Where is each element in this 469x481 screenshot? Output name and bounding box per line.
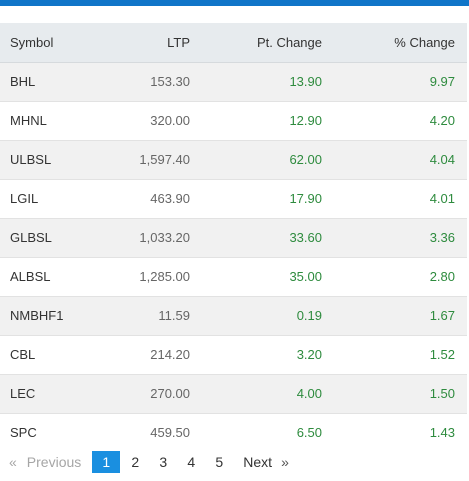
page-link-3[interactable]: 3 [159, 454, 168, 470]
pct-change-cell: 1.43 [332, 412, 467, 452]
table-row[interactable]: NMBHF1 11.59 0.19 1.67 [0, 295, 467, 335]
pct-change-cell: 4.20 [332, 100, 467, 140]
column-header-symbol[interactable]: Symbol [0, 23, 100, 63]
pct-change-cell: 9.97 [332, 61, 467, 101]
column-header-ltp[interactable]: LTP [100, 23, 200, 63]
top-gainers-table: Symbol LTP Pt. Change % Change BHL 153.3… [0, 23, 467, 452]
ltp-cell: 1,033.20 [100, 217, 200, 257]
pct-change-cell: 2.80 [332, 256, 467, 296]
previous-arrow-icon[interactable]: « [9, 454, 17, 470]
column-header-pct-change[interactable]: % Change [332, 23, 467, 63]
pt-change-cell: 17.90 [200, 178, 332, 218]
pct-change-cell: 4.01 [332, 178, 467, 218]
next-page-link[interactable]: Next [243, 454, 273, 470]
symbol-cell[interactable]: BHL [0, 61, 100, 101]
table-row[interactable]: GLBSL 1,033.20 33.60 3.36 [0, 217, 467, 257]
table-row[interactable]: LGIL 463.90 17.90 4.01 [0, 178, 467, 218]
ltp-cell: 214.20 [100, 334, 200, 374]
table-row[interactable]: SPC 459.50 6.50 1.43 [0, 412, 467, 452]
symbol-cell[interactable]: LGIL [0, 178, 100, 218]
pt-change-cell: 13.90 [200, 61, 332, 101]
pt-change-cell: 35.00 [200, 256, 332, 296]
pt-change-cell: 12.90 [200, 100, 332, 140]
table-row[interactable]: LEC 270.00 4.00 1.50 [0, 373, 467, 413]
page-link-4[interactable]: 4 [187, 454, 196, 470]
pt-change-cell: 6.50 [200, 412, 332, 452]
ltp-cell: 1,285.00 [100, 256, 200, 296]
table-row[interactable]: ALBSL 1,285.00 35.00 2.80 [0, 256, 467, 296]
pct-change-cell: 3.36 [332, 217, 467, 257]
next-arrow-icon[interactable]: » [281, 454, 289, 470]
symbol-cell[interactable]: NMBHF1 [0, 295, 100, 335]
page-link-2[interactable]: 2 [131, 454, 140, 470]
symbol-cell[interactable]: ULBSL [0, 139, 100, 179]
ltp-cell: 153.30 [100, 61, 200, 101]
ltp-cell: 270.00 [100, 373, 200, 413]
pt-change-cell: 62.00 [200, 139, 332, 179]
symbol-cell[interactable]: MHNL [0, 100, 100, 140]
table-row[interactable]: MHNL 320.00 12.90 4.20 [0, 100, 467, 140]
table-row[interactable]: CBL 214.20 3.20 1.52 [0, 334, 467, 374]
symbol-cell[interactable]: LEC [0, 373, 100, 413]
page-link-1[interactable]: 1 [92, 451, 121, 473]
top-accent-bar [0, 0, 469, 6]
pt-change-cell: 3.20 [200, 334, 332, 374]
ltp-cell: 11.59 [100, 295, 200, 335]
ltp-cell: 459.50 [100, 412, 200, 452]
pt-change-cell: 4.00 [200, 373, 332, 413]
column-header-pt-change[interactable]: Pt. Change [200, 23, 332, 63]
pct-change-cell: 1.52 [332, 334, 467, 374]
table-row[interactable]: BHL 153.30 13.90 9.97 [0, 61, 467, 101]
symbol-cell[interactable]: SPC [0, 412, 100, 452]
pct-change-cell: 1.50 [332, 373, 467, 413]
symbol-cell[interactable]: ALBSL [0, 256, 100, 296]
pct-change-cell: 1.67 [332, 295, 467, 335]
pt-change-cell: 33.60 [200, 217, 332, 257]
page-link-5[interactable]: 5 [215, 454, 224, 470]
previous-page-link[interactable]: Previous [26, 454, 82, 470]
pct-change-cell: 4.04 [332, 139, 467, 179]
ltp-cell: 463.90 [100, 178, 200, 218]
ltp-cell: 1,597.40 [100, 139, 200, 179]
pagination: « Previous 1 2 3 4 5 Next » [0, 450, 289, 474]
pt-change-cell: 0.19 [200, 295, 332, 335]
ltp-cell: 320.00 [100, 100, 200, 140]
symbol-cell[interactable]: CBL [0, 334, 100, 374]
table-header-row: Symbol LTP Pt. Change % Change [0, 23, 467, 63]
symbol-cell[interactable]: GLBSL [0, 217, 100, 257]
table-row[interactable]: ULBSL 1,597.40 62.00 4.04 [0, 139, 467, 179]
